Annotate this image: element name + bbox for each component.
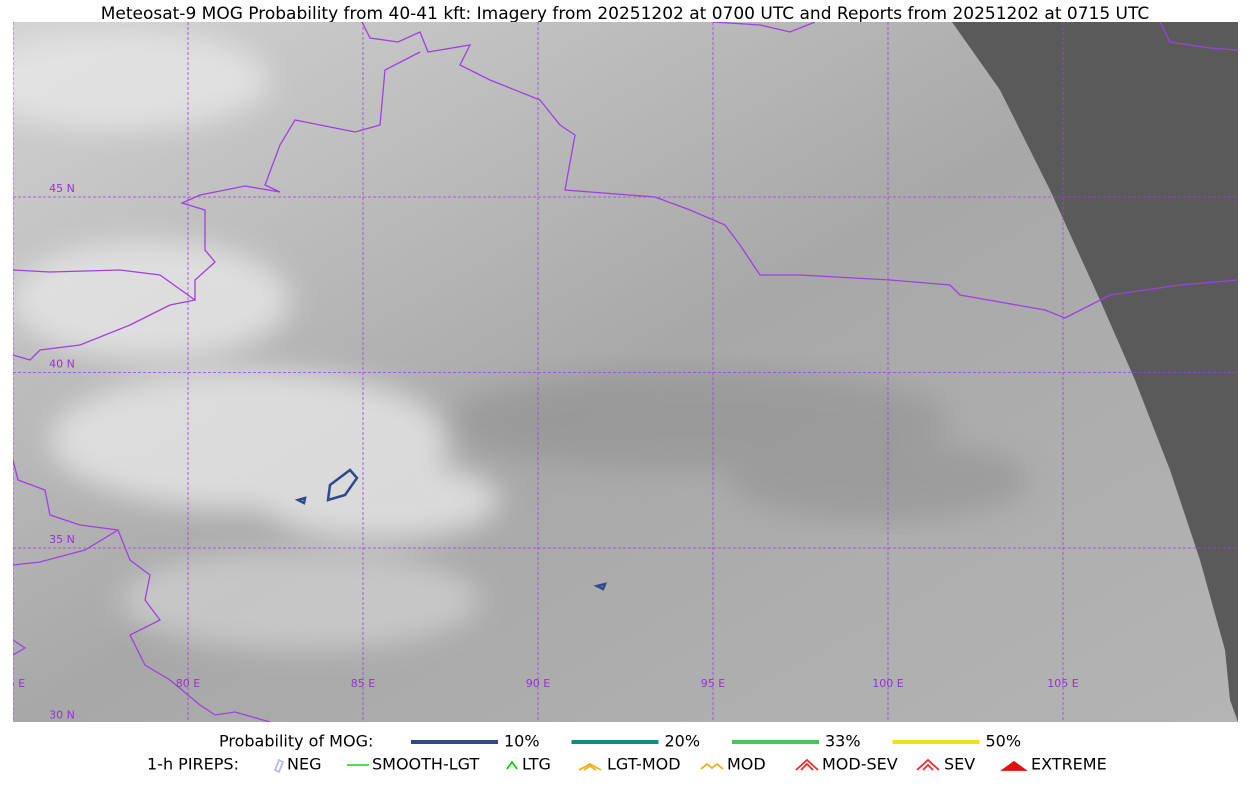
longitude-label: 95 E: [701, 677, 725, 690]
legend-label: 33%: [825, 732, 861, 751]
legend-label: 10%: [504, 732, 540, 751]
title: Meteosat-9 MOG Probability from 40-41 kf…: [101, 4, 1150, 24]
legend-label: LTG: [522, 755, 551, 774]
pirep-icon: [273, 758, 285, 774]
longitude-label: 75 E: [1, 677, 25, 690]
legend-label: EXTREME: [1031, 755, 1107, 774]
borders: [13, 22, 1238, 722]
pirep-icon: [1000, 760, 1028, 771]
legend-label: MOD-SEV: [822, 755, 898, 774]
probability-contours: [294, 468, 608, 591]
latitude-label: 30 N: [49, 709, 75, 722]
clouds: [13, 30, 500, 650]
legend-label: 20%: [665, 732, 701, 751]
graticule: 75 E 80 E 85 E 90 E 95 E 100 E 105 E 45 N 40 N 35…: [1, 22, 1238, 722]
no-data-region: [952, 22, 1238, 722]
longitude-label: 80 E: [176, 677, 200, 690]
latitude-label: 45 N: [49, 182, 75, 195]
legend: Probability of MOG: 10% 20% 33% 50% 1-h PIREP…: [147, 732, 1107, 774]
longitude-label: 85 E: [351, 677, 375, 690]
pirep-icon: [578, 762, 602, 771]
legend-label: LGT-MOD: [607, 755, 681, 774]
legend-title: 1-h PIREPS:: [147, 755, 239, 774]
legend-title: Probability of MOG:: [219, 732, 373, 751]
pirep-icon: [916, 758, 940, 771]
pirep-icon: [700, 762, 724, 770]
longitude-label: 90 E: [526, 677, 550, 690]
longitude-label: 105 E: [1047, 677, 1078, 690]
legend-label: NEG: [287, 755, 321, 774]
pirep-icon: [795, 758, 819, 771]
legend-label: SEV: [944, 755, 975, 774]
longitude-label: 100 E: [872, 677, 903, 690]
latitude-label: 40 N: [49, 358, 75, 371]
legend-label: 50%: [986, 732, 1022, 751]
latitude-label: 35 N: [49, 533, 75, 546]
legend-label: MOD: [727, 755, 766, 774]
pirep-icon: [506, 760, 518, 770]
legend-label: SMOOTH-LGT: [372, 755, 479, 774]
map: 75 E 80 E 85 E 90 E 95 E 100 E 105 E 45 N 40 N 35…: [1, 22, 1238, 722]
